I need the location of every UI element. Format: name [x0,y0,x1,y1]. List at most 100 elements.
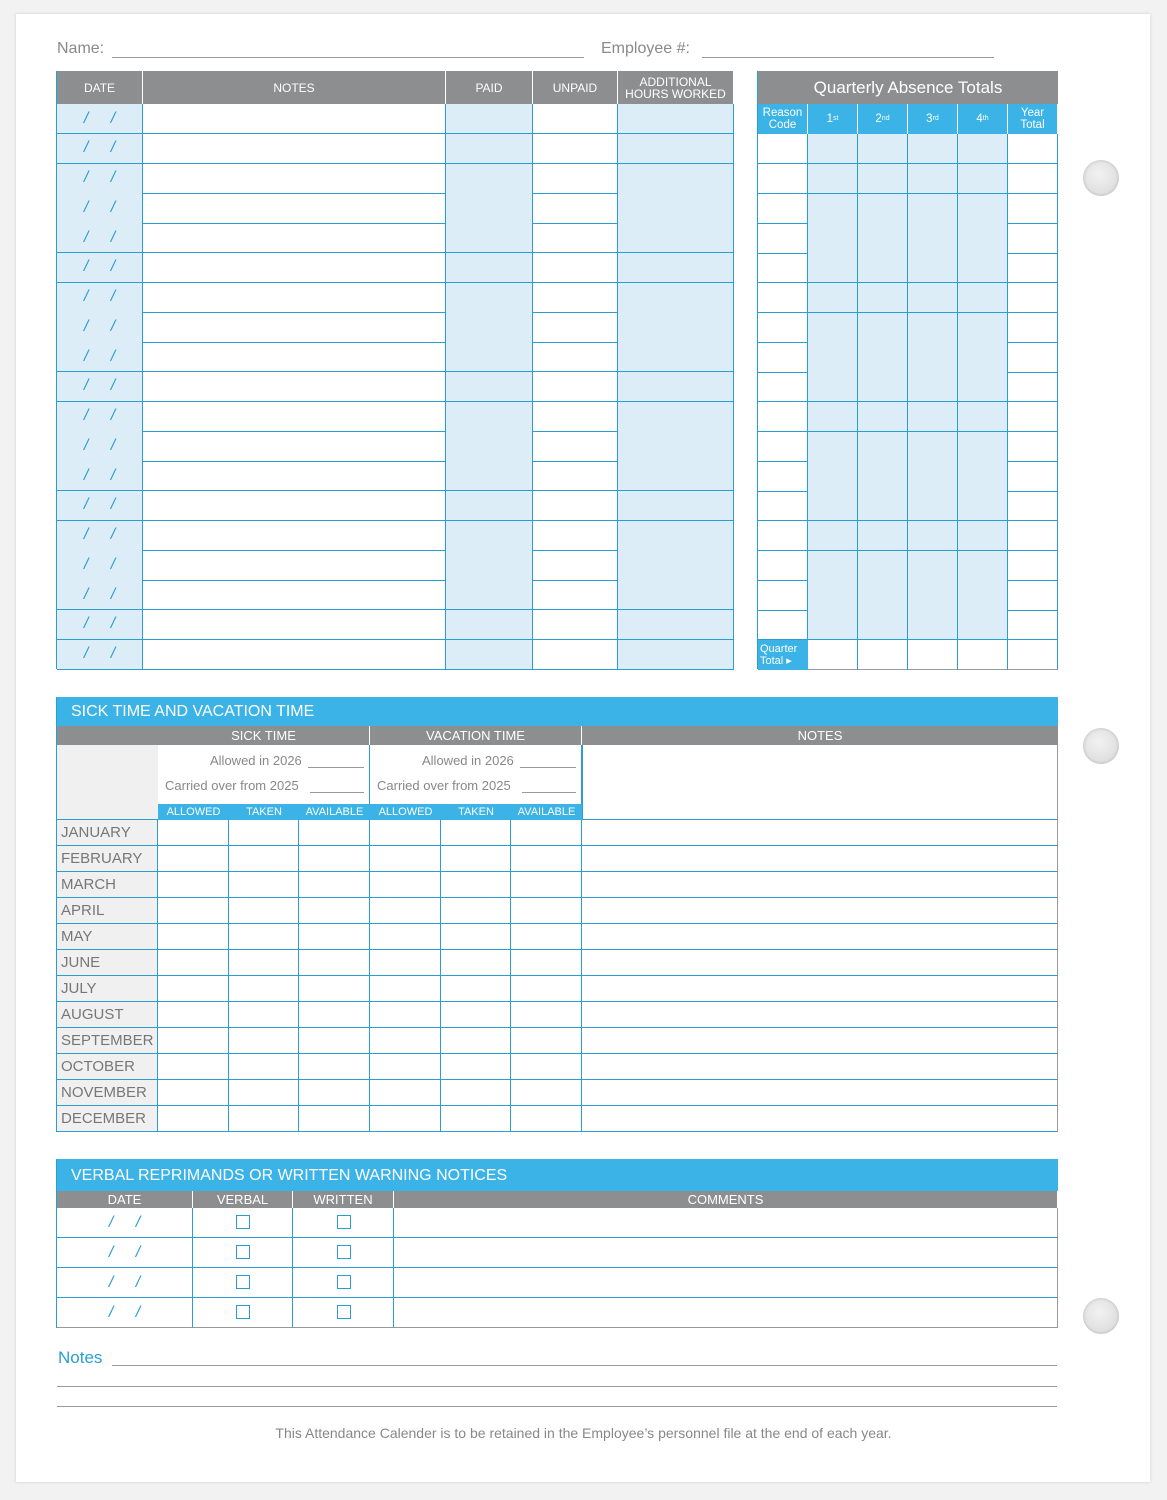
month-cell[interactable] [441,976,511,1002]
quarterly-cell[interactable] [758,520,808,551]
date-cell[interactable]: / / [57,1298,193,1328]
month-cell[interactable] [158,1028,229,1054]
unpaid-cell[interactable] [533,223,618,254]
quarterly-cell[interactable] [858,372,908,403]
date-cell[interactable]: / / [57,282,143,313]
quarterly-cell[interactable] [808,431,858,462]
additional-hours-cell[interactable] [618,609,734,640]
quarterly-cell[interactable] [958,461,1008,492]
paid-cell[interactable] [446,461,533,492]
quarterly-cell[interactable] [958,312,1008,343]
paid-cell[interactable] [446,163,533,194]
month-cell[interactable] [582,950,1058,976]
quarterly-cell[interactable] [808,372,858,403]
notes-cell[interactable] [143,639,446,670]
date-cell[interactable]: / / [57,520,143,551]
date-cell[interactable]: / / [57,312,143,343]
month-cell[interactable] [299,1080,370,1106]
notes-cell[interactable] [143,371,446,402]
notes-line[interactable] [57,1406,1057,1407]
additional-hours-cell[interactable] [618,520,734,551]
additional-hours-cell[interactable] [618,371,734,402]
month-cell[interactable] [582,872,1058,898]
notes-cell[interactable] [143,282,446,313]
notes-line[interactable] [57,1386,1057,1387]
quarterly-cell[interactable] [908,461,958,492]
written-checkbox[interactable] [336,1215,351,1229]
month-cell[interactable] [582,898,1058,924]
month-cell[interactable] [299,1054,370,1080]
notes-line[interactable] [112,1365,1057,1366]
quarterly-cell[interactable] [908,372,958,403]
month-cell[interactable] [299,1106,370,1132]
month-cell[interactable] [511,872,582,898]
notes-cell[interactable] [143,520,446,551]
notes-cell[interactable] [143,223,446,254]
month-cell[interactable] [299,924,370,950]
quarterly-cell[interactable] [908,223,958,254]
month-cell[interactable] [511,976,582,1002]
date-cell[interactable]: / / [57,342,143,373]
written-checkbox[interactable] [336,1305,351,1319]
quarter-total-cell[interactable] [808,639,858,670]
date-cell[interactable]: / / [57,133,143,164]
month-cell[interactable] [229,924,299,950]
unpaid-cell[interactable] [533,282,618,313]
vacation-allowed-field[interactable] [520,767,576,768]
month-cell[interactable] [299,976,370,1002]
month-cell[interactable] [370,1080,441,1106]
quarterly-cell[interactable] [808,610,858,641]
quarterly-cell[interactable] [908,342,958,373]
paid-cell[interactable] [446,580,533,611]
quarterly-cell[interactable] [908,163,958,194]
date-cell[interactable]: / / [57,252,143,283]
quarterly-cell[interactable] [858,223,908,254]
additional-hours-cell[interactable] [618,550,734,581]
month-cell[interactable] [582,1106,1058,1132]
month-cell[interactable] [370,1054,441,1080]
unpaid-cell[interactable] [533,639,618,670]
quarterly-cell[interactable] [758,461,808,492]
quarterly-cell[interactable] [908,401,958,432]
notes-area[interactable] [582,745,1058,820]
quarter-total-cell[interactable] [1008,639,1058,670]
date-cell[interactable]: / / [57,639,143,670]
quarterly-cell[interactable] [958,491,1008,522]
month-cell[interactable] [511,1080,582,1106]
month-cell[interactable] [441,820,511,846]
verbal-checkbox[interactable] [236,1275,250,1289]
quarterly-cell[interactable] [1008,491,1058,522]
date-cell[interactable]: / / [57,461,143,492]
quarterly-cell[interactable] [808,491,858,522]
unpaid-cell[interactable] [533,193,618,224]
month-cell[interactable] [511,1028,582,1054]
quarterly-cell[interactable] [758,312,808,343]
month-cell[interactable] [511,1002,582,1028]
month-cell[interactable] [441,872,511,898]
written-checkbox[interactable] [336,1245,351,1259]
paid-cell[interactable] [446,371,533,402]
paid-cell[interactable] [446,282,533,313]
paid-cell[interactable] [446,104,533,135]
quarterly-cell[interactable] [858,342,908,373]
quarterly-cell[interactable] [758,282,808,313]
unpaid-cell[interactable] [533,550,618,581]
paid-cell[interactable] [446,252,533,283]
quarterly-cell[interactable] [1008,312,1058,343]
paid-cell[interactable] [446,401,533,432]
quarterly-cell[interactable] [1008,253,1058,284]
month-cell[interactable] [511,898,582,924]
quarterly-cell[interactable] [858,550,908,581]
quarterly-cell[interactable] [908,550,958,581]
unpaid-cell[interactable] [533,312,618,343]
quarterly-cell[interactable] [958,134,1008,165]
month-cell[interactable] [582,820,1058,846]
month-cell[interactable] [441,898,511,924]
quarterly-cell[interactable] [808,193,858,224]
date-cell[interactable]: / / [57,1238,193,1268]
date-cell[interactable]: / / [57,1208,193,1238]
quarterly-cell[interactable] [758,163,808,194]
date-cell[interactable]: / / [57,193,143,224]
paid-cell[interactable] [446,312,533,343]
quarterly-cell[interactable] [808,550,858,581]
